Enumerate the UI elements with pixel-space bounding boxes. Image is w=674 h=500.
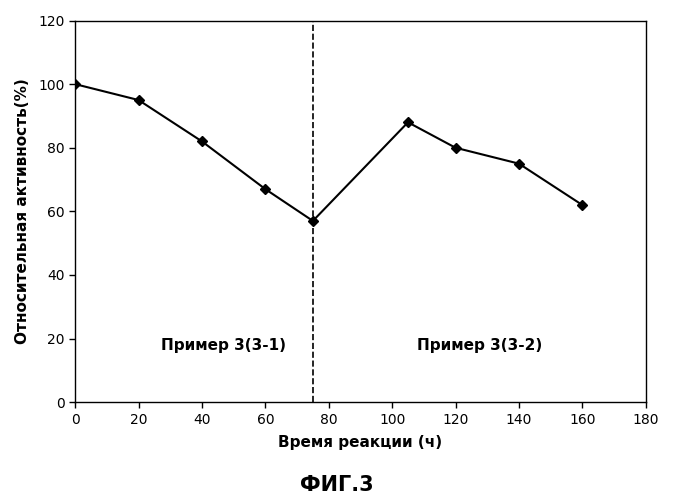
Text: Пример 3(3-1): Пример 3(3-1) — [160, 338, 286, 352]
X-axis label: Время реакции (ч): Время реакции (ч) — [278, 435, 443, 450]
Y-axis label: Относительная активность(%): Относительная активность(%) — [15, 78, 30, 344]
Text: ФИГ.3: ФИГ.3 — [300, 475, 374, 495]
Text: Пример 3(3-2): Пример 3(3-2) — [417, 338, 543, 352]
